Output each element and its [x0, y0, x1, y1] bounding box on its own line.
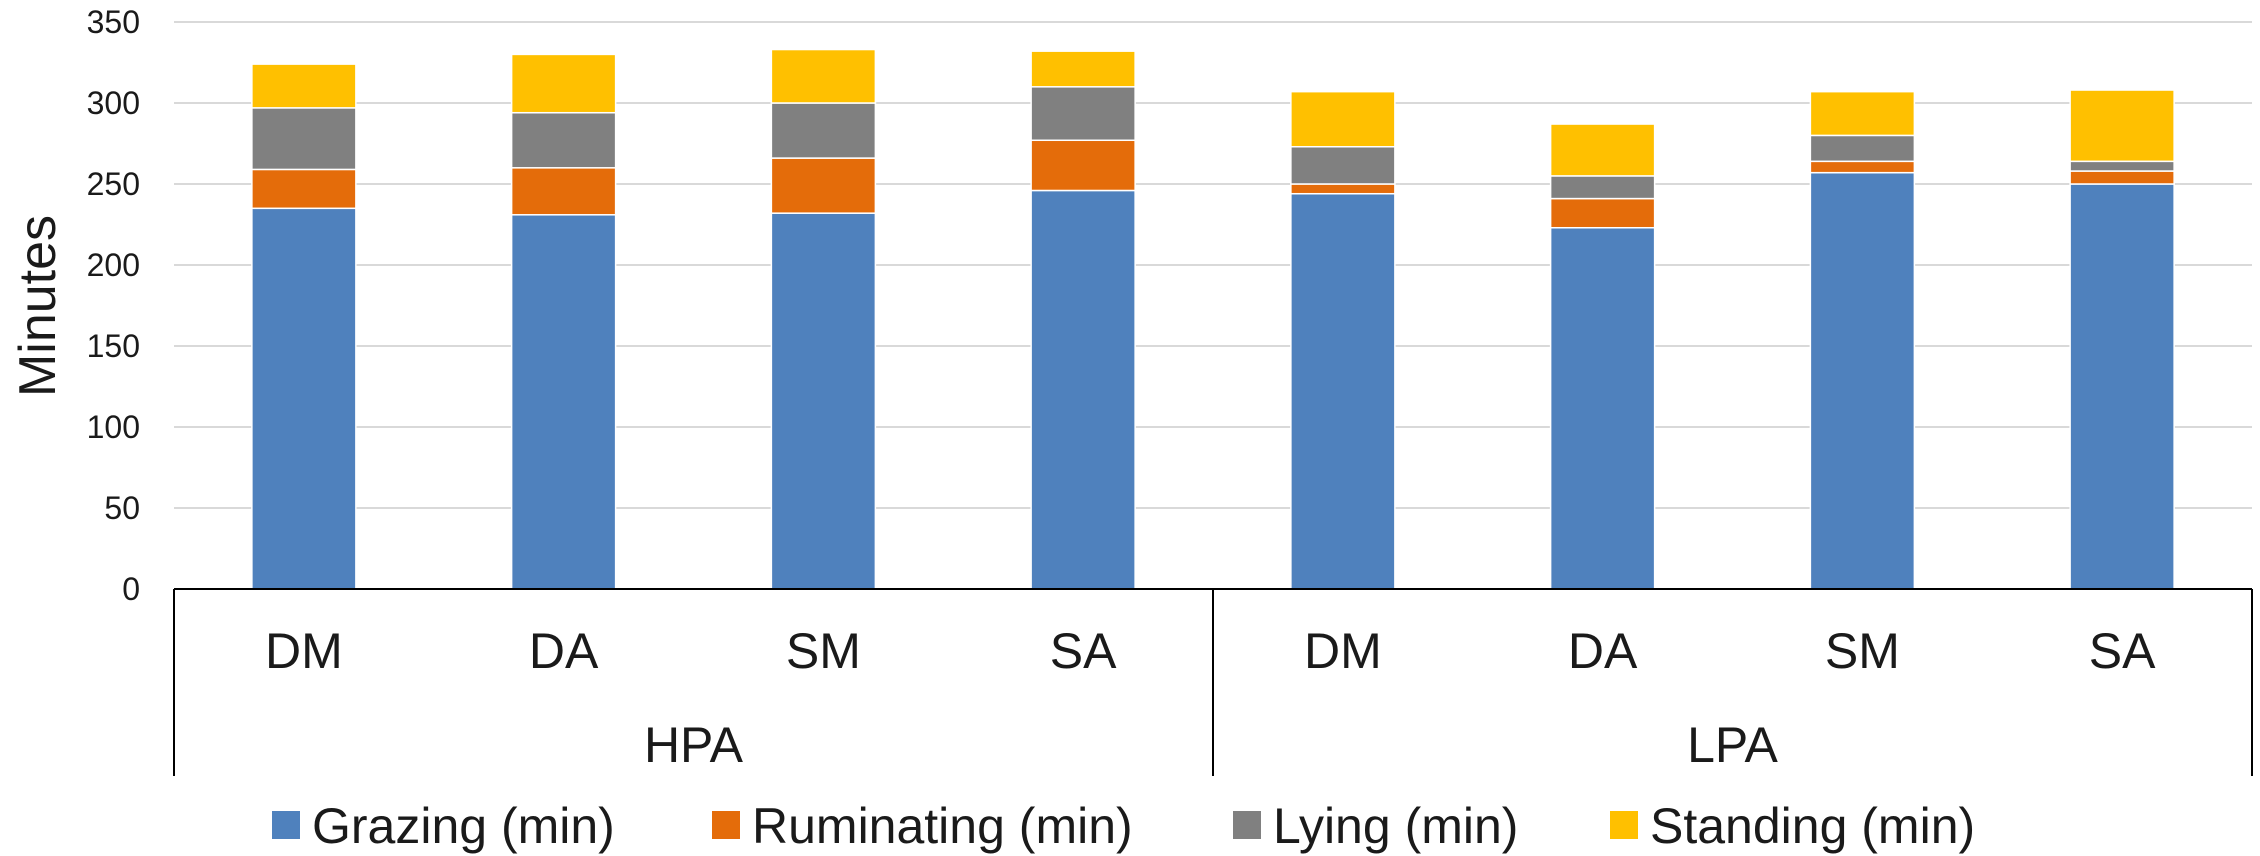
- x-tick-label: DM: [1304, 623, 1382, 679]
- y-tick-label: 350: [87, 4, 140, 40]
- x-tick-label: SA: [2089, 623, 2156, 679]
- bar-segment-2: [2069, 170, 2175, 185]
- gridlines: [174, 21, 2252, 509]
- y-tick-label: 150: [87, 328, 140, 364]
- legend: Grazing (min) Ruminating (min) Lying (min)…: [272, 798, 1975, 854]
- x-tick-label: SM: [786, 623, 861, 679]
- legend-label: Lying (min): [1273, 798, 1518, 854]
- bar-segment-3: [510, 111, 617, 169]
- bar-segment-2: [251, 168, 357, 210]
- x-group-label: LPA: [1687, 717, 1778, 773]
- bar-segment-3: [770, 102, 877, 159]
- bar-segment-1: [770, 212, 877, 590]
- bar-segment-2: [1030, 139, 1136, 192]
- bar-segment-2: [770, 157, 877, 214]
- bar-segment-3: [1549, 175, 1656, 200]
- bar-segment-1: [251, 207, 357, 590]
- x-tick-label: DA: [1568, 623, 1638, 679]
- bar-segment-1: [510, 214, 617, 590]
- legend-swatch: [1610, 811, 1638, 839]
- bar-segment-3: [2069, 160, 2175, 172]
- bar-segment-2: [1549, 197, 1656, 229]
- bar-segment-4: [510, 53, 617, 114]
- bar-segment-4: [1549, 123, 1656, 177]
- legend-swatch: [272, 811, 300, 839]
- bar-segment-3: [251, 107, 357, 171]
- bar-segment-3: [1030, 86, 1136, 142]
- legend-label: Ruminating (min): [752, 798, 1133, 854]
- bars: [251, 48, 2175, 590]
- y-tick-label: 200: [87, 247, 140, 283]
- y-tick-label: 50: [104, 490, 140, 526]
- x-axis: DM DA SM SA DM DA SM SA HPA LPA: [173, 588, 2253, 776]
- bar-segment-4: [1030, 50, 1136, 88]
- x-tick-label: SM: [1825, 623, 1900, 679]
- legend-label: Grazing (min): [312, 798, 615, 854]
- bar-segment-1: [1809, 171, 1916, 590]
- bar-segment-4: [1809, 90, 1916, 137]
- bar-segment-4: [251, 63, 357, 109]
- bar-segment-1: [1290, 192, 1396, 590]
- bar-segment-2: [510, 167, 617, 216]
- x-tick-label: SA: [1050, 623, 1117, 679]
- y-tick-label: 250: [87, 166, 140, 202]
- y-tick-label: 100: [87, 409, 140, 445]
- bar-segment-2: [1290, 183, 1396, 195]
- y-axis-ticks: 0 50 100 150 200 250 300 350: [87, 4, 140, 607]
- legend-swatch: [712, 811, 740, 839]
- bar-segment-1: [1030, 189, 1136, 590]
- y-axis-title: Minutes: [9, 215, 67, 397]
- bar-segment-3: [1809, 134, 1916, 163]
- y-tick-label: 0: [122, 571, 140, 607]
- bar-segment-1: [2069, 183, 2175, 590]
- bar-segment-4: [2069, 89, 2175, 163]
- legend-swatch: [1233, 811, 1261, 839]
- bar-segment-2: [1809, 160, 1916, 174]
- x-tick-label: DM: [265, 623, 343, 679]
- bar-segment-1: [1549, 226, 1656, 590]
- x-group-label: HPA: [644, 717, 744, 773]
- legend-label: Standing (min): [1650, 798, 1975, 854]
- x-tick-label: DA: [529, 623, 599, 679]
- bar-segment-4: [1290, 90, 1396, 148]
- bar-segment-4: [770, 48, 877, 104]
- bar-segment-3: [1290, 145, 1396, 185]
- y-tick-label: 300: [87, 85, 140, 121]
